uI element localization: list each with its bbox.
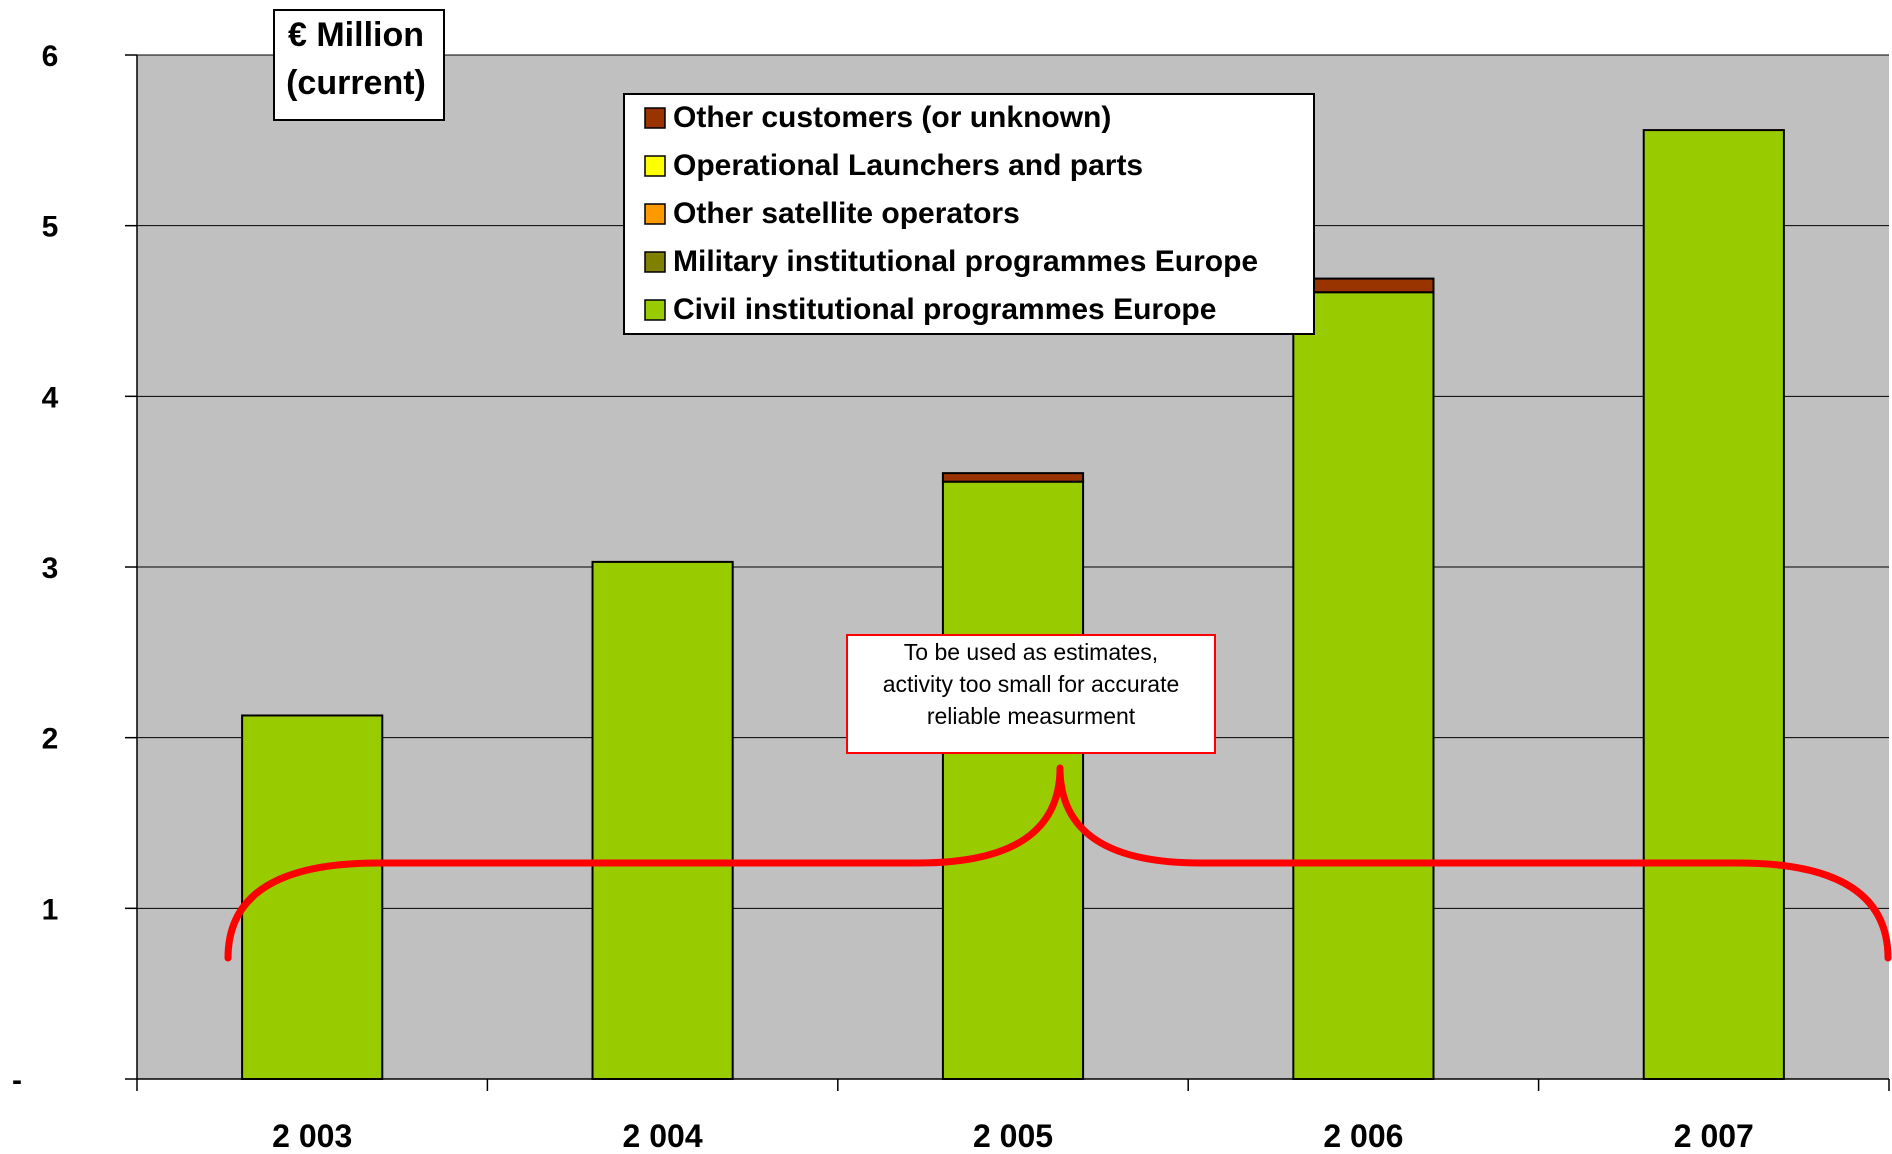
unit-label-line-2: (current) <box>286 64 426 102</box>
y-tick-label: 4 <box>42 381 59 414</box>
legend-label: Military institutional programmes Europe <box>673 245 1258 278</box>
legend-label: Civil institutional programmes Europe <box>673 293 1216 326</box>
annotation-line-2: activity too small for accurate <box>883 671 1180 697</box>
legend-label: Other satellite operators <box>673 197 1020 230</box>
legend-swatch <box>644 155 666 177</box>
legend: Other customers (or unknown) Operational … <box>623 93 1315 335</box>
axes <box>125 54 1890 1091</box>
y-tick-label: 2 <box>42 723 59 756</box>
legend-swatch <box>644 251 666 273</box>
y-tick-label: 6 <box>42 40 59 73</box>
bar-segment <box>241 714 384 1080</box>
y-tick-label: 3 <box>42 552 59 585</box>
x-tick-label: 2 006 <box>1323 1118 1403 1154</box>
legend-swatch <box>644 299 666 321</box>
x-tick-label: 2 005 <box>973 1118 1053 1154</box>
annotation-line-3: reliable measurment <box>927 703 1136 729</box>
unit-label-line-1: € Million <box>288 16 424 54</box>
annotation-brace <box>224 764 1892 962</box>
legend-swatch <box>644 107 666 129</box>
y-tick-label: 1 <box>42 893 59 926</box>
bars <box>241 129 1785 1081</box>
legend-label: Operational Launchers and parts <box>673 149 1143 182</box>
annotation-box: To be used as estimates, activity too sm… <box>846 634 1216 754</box>
legend-label: Other customers (or unknown) <box>673 101 1111 134</box>
x-tick-label: 2 004 <box>623 1118 703 1154</box>
x-tick-labels: 2 003 2 004 2 005 2 006 2 007 <box>272 1118 1754 1154</box>
y-tick-label: 5 <box>42 211 59 244</box>
unit-label-box: € Million (current) <box>273 9 445 121</box>
bar-segment <box>591 560 734 1080</box>
annotation-line-1: To be used as estimates, <box>904 639 1158 665</box>
bar-segment <box>941 472 1085 483</box>
legend-swatch <box>644 203 666 225</box>
x-tick-label: 2 007 <box>1674 1118 1754 1154</box>
y-tick-label: - <box>12 1064 22 1097</box>
y-tick-labels: - 1 2 3 4 5 6 <box>12 40 59 1097</box>
bar-segment <box>1292 291 1435 1080</box>
bar-segment <box>1642 129 1785 1081</box>
x-tick-label: 2 003 <box>272 1118 352 1154</box>
